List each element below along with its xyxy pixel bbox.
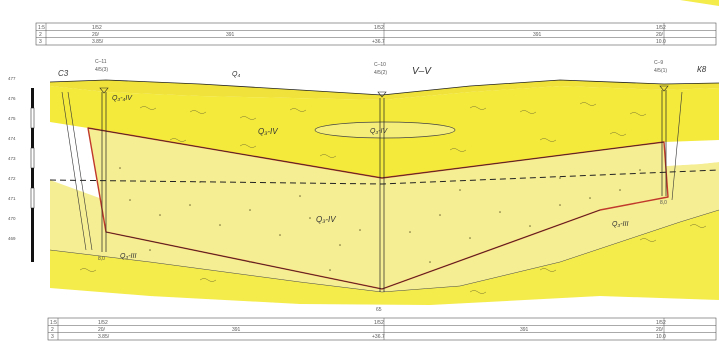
bottom-table-cell: +36.7: [372, 334, 385, 340]
bottom-table-row-label: 1:5: [50, 320, 57, 326]
elevation-tick: 476: [8, 96, 16, 101]
bottom-table-cell: 1/52: [98, 320, 108, 326]
borehole-sub: 4/5(1): [654, 68, 667, 74]
bottom-table-cell: 391: [232, 327, 241, 333]
top-table-cell: 391: [533, 32, 542, 38]
top-table-cell: 10.0: [656, 39, 666, 45]
lens-outline: [314, 121, 456, 139]
borehole-sub: 4/5(2): [374, 70, 387, 76]
elevation-tick: 471: [8, 196, 16, 201]
bottom-table-cell: 1/52: [374, 320, 384, 326]
bottom-table-cell: 20/: [98, 327, 106, 333]
section-title: V–V: [412, 66, 432, 77]
hatching: [79, 102, 707, 294]
layer-label-middle: Q₃-IV: [316, 215, 336, 224]
top-table-row-label: 1:5: [38, 25, 45, 31]
layer-label-upper-left: Q₃-₄IV: [112, 95, 133, 102]
bottom-table-cell: 1/52: [656, 320, 666, 326]
groundwater-level-line: [49, 169, 719, 185]
layer-label-upper-mid: Q₃-IV: [258, 127, 278, 136]
bottom-data-table: 1:5 2 3 1/52 1/52 1/52 20/ 391 391 20/ 3…: [47, 317, 717, 341]
layer-bottom: [50, 210, 719, 305]
borehole-sub: 4/5(3): [95, 67, 108, 73]
top-table-cell: 391: [226, 32, 235, 38]
top-data-table: 1:5 2 3 1/52 1/52 1/52 20/ 391 391 20/ 3…: [35, 22, 717, 46]
borehole-id: С–11: [95, 59, 107, 65]
top-table-row-label: 3: [39, 39, 42, 45]
top-table-cell: +36.7: [372, 39, 385, 45]
elevation-tick: 470: [8, 216, 16, 221]
elevation-tick: 475: [8, 116, 16, 121]
elevation-tick: 472: [8, 176, 16, 181]
borehole-c11: С–11 4/5(3) 8,0: [95, 59, 109, 262]
bottom-table-cell: 391: [520, 327, 529, 333]
elevation-tick: 473: [8, 156, 16, 161]
ground-surface-line: [49, 79, 719, 96]
elevation-tick: 474: [8, 136, 16, 141]
layer-label-lower-right: Q₃-III: [612, 221, 628, 228]
top-table-row-label: 2: [39, 32, 42, 38]
borehole-c10: С–10 4/5(2) 65: [374, 62, 387, 313]
borehole-id: С–10: [374, 62, 386, 68]
elevation-tick: 477: [8, 76, 16, 81]
left-edge-label: С3: [58, 69, 69, 78]
borehole-depth: 8,0: [660, 200, 667, 206]
right-edge-label: К8: [697, 65, 707, 74]
layer-label-lower-left: Q₃-III: [120, 253, 136, 260]
bottom-table-row-label: 2: [51, 327, 54, 333]
dot-pattern: [119, 167, 641, 271]
borehole-depth: 65: [376, 307, 382, 313]
top-table-cell: 3.85/: [92, 39, 104, 45]
layer-label-top: Q₄: [232, 71, 240, 78]
elevation-scale: 477 476 475 474 473 472 471 470 469: [8, 76, 35, 262]
top-table-cell: 20/: [656, 32, 664, 38]
layer-label-lens: Q₃-IV: [370, 128, 388, 135]
top-table-cell: 1/52: [92, 25, 102, 31]
corner-highlight: [680, 0, 719, 6]
layer-top: [50, 80, 719, 100]
elevation-tick: 469: [8, 236, 16, 241]
top-table-cell: 1/52: [374, 25, 384, 31]
lower-contact-line: [49, 209, 719, 293]
bottom-table-cell: 20/: [656, 327, 664, 333]
top-table-cell: 20/: [92, 32, 100, 38]
bottom-table-row-label: 3: [51, 334, 54, 340]
top-table-cell: 1/52: [656, 25, 666, 31]
strata: [50, 80, 719, 305]
bottom-table-cell: 10.0: [656, 334, 666, 340]
borehole-c9: С–9 4/5(1) 8,0: [654, 60, 669, 206]
bottom-table-cell: 3.85/: [98, 334, 110, 340]
borehole-depth: 8,0: [98, 256, 105, 262]
borehole-id: С–9: [654, 60, 663, 66]
